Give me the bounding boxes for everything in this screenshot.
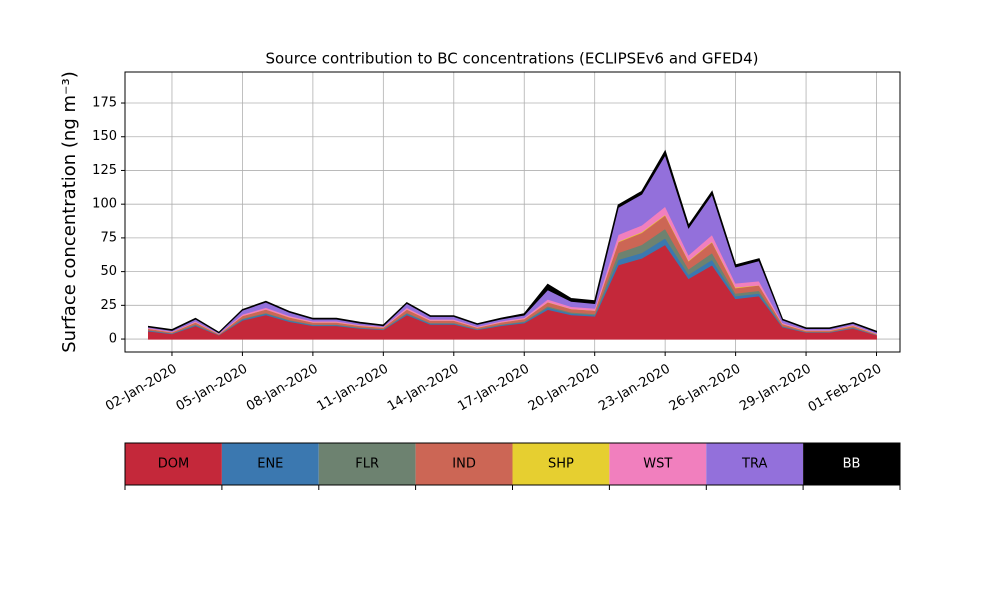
legend-swatch bbox=[706, 443, 804, 485]
legend-label: FLR bbox=[355, 457, 379, 472]
x-tick-label: 05-Jan-2020 bbox=[174, 362, 251, 415]
y-axis-label: Surface concentration (ng m⁻³) bbox=[59, 71, 80, 353]
x-tick-label: 20-Jan-2020 bbox=[526, 362, 603, 415]
x-tick-label: 14-Jan-2020 bbox=[385, 362, 462, 415]
x-tick-label: 08-Jan-2020 bbox=[244, 362, 321, 415]
y-tick-label: 25 bbox=[100, 298, 117, 313]
x-tick-label: 29-Jan-2020 bbox=[737, 362, 814, 415]
legend-swatch bbox=[221, 443, 319, 485]
legend-label: IND bbox=[452, 457, 476, 472]
legend-swatch bbox=[803, 443, 900, 485]
x-tick-label: 11-Jan-2020 bbox=[314, 362, 391, 415]
legend-frame bbox=[124, 442, 901, 486]
y-tick-label: 75 bbox=[100, 230, 117, 245]
legend-swatch bbox=[609, 443, 707, 485]
legend-swatch bbox=[125, 443, 222, 485]
y-tick-label: 0 bbox=[109, 332, 117, 347]
x-tick-label: 23-Jan-2020 bbox=[596, 362, 673, 415]
y-tick-label: 100 bbox=[92, 197, 117, 212]
legend-label: TRA bbox=[741, 457, 767, 472]
legend-swatch bbox=[512, 443, 610, 485]
legend-label: SHP bbox=[548, 457, 574, 472]
legend-swatch bbox=[415, 443, 513, 485]
y-tick-label: 175 bbox=[92, 96, 117, 111]
x-tick-label: 17-Jan-2020 bbox=[455, 362, 532, 415]
legend-label: BB bbox=[843, 457, 861, 472]
y-tick-label: 50 bbox=[100, 264, 117, 279]
y-tick-label: 125 bbox=[92, 163, 117, 178]
x-tick-label: 26-Jan-2020 bbox=[667, 362, 744, 415]
chart-title: Source contribution to BC concentrations… bbox=[265, 50, 758, 68]
y-tick-label: 150 bbox=[92, 129, 117, 144]
legend-label: WST bbox=[643, 457, 672, 472]
legend-ticks bbox=[124, 485, 901, 490]
x-tick-label: 01-Feb-2020 bbox=[806, 362, 885, 416]
area bbox=[148, 149, 877, 334]
legend-swatch bbox=[318, 443, 416, 485]
plot-frame bbox=[124, 71, 901, 353]
legend-label: ENE bbox=[257, 457, 283, 472]
legend-label: DOM bbox=[158, 457, 189, 472]
x-tick-label: 02-Jan-2020 bbox=[103, 362, 180, 415]
